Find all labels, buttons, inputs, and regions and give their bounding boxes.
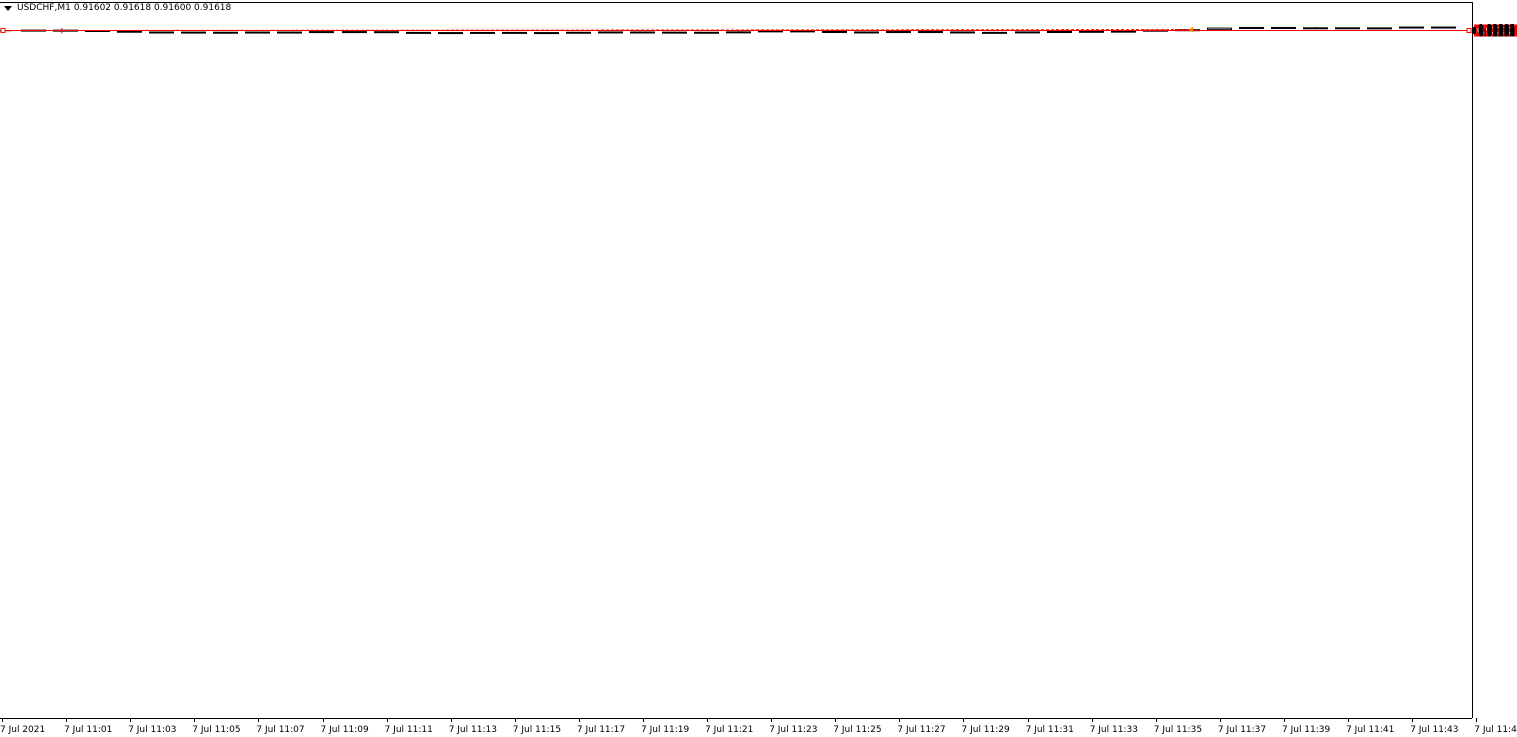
candle-body-bearish bbox=[277, 31, 302, 34]
time-tick-label: 7 Jul 11:09 bbox=[321, 725, 370, 735]
price-tick-label: 0.92345 bbox=[1478, 26, 1515, 36]
price-tick-label: 0.92315 bbox=[1478, 27, 1515, 37]
candle-body-bullish bbox=[1335, 27, 1360, 30]
candle-body-bullish bbox=[758, 30, 783, 33]
hline-price-label: 0.92332 bbox=[1477, 27, 1514, 37]
hline-right-anchor bbox=[1466, 28, 1472, 33]
dotted-trendline bbox=[60, 29, 1191, 32]
price-tick-label: 0.92285 bbox=[1478, 29, 1515, 39]
candle-body-bullish bbox=[1047, 31, 1072, 34]
candle-body-bearish bbox=[1367, 27, 1392, 30]
time-tick-label: 7 Jul 11:33 bbox=[1090, 725, 1138, 735]
candle-body-bullish bbox=[1015, 31, 1040, 34]
candle-body-bullish bbox=[1111, 30, 1136, 33]
candle-body-bearish bbox=[117, 30, 142, 33]
candle-body-bullish bbox=[598, 31, 623, 34]
candle-body-bullish bbox=[726, 31, 751, 34]
symbol-timeframe-label: USDCHF,M1 bbox=[17, 3, 71, 13]
candle-body-bearish bbox=[406, 31, 431, 34]
time-tick-label: 7 Jul 11:17 bbox=[577, 725, 625, 735]
candle-body-bullish bbox=[1399, 26, 1424, 29]
candle-body-bullish bbox=[149, 31, 174, 34]
candle-body-bearish bbox=[1431, 26, 1456, 29]
ohlc-values: 0.91602 0.91618 0.91600 0.91618 bbox=[73, 3, 232, 13]
candle-body-bullish bbox=[566, 31, 591, 34]
time-tick-label: 7 Jul 11:03 bbox=[128, 725, 176, 735]
time-tick-label: 7 Jul 11:27 bbox=[897, 725, 945, 735]
price-tick-label: 0.92325 bbox=[1478, 27, 1515, 37]
price-tick-label: 0.92275 bbox=[1478, 29, 1515, 39]
candle-body-bearish bbox=[950, 31, 975, 34]
time-tick-label: 7 Jul 11:07 bbox=[256, 725, 304, 735]
candle-body-bullish bbox=[534, 32, 559, 35]
candle-body-bullish bbox=[438, 32, 463, 35]
price-tick-label: 0.92305 bbox=[1478, 28, 1515, 38]
time-tick-label: 7 Jul 11:43 bbox=[1410, 725, 1458, 735]
candle-body-bearish bbox=[181, 31, 206, 34]
candle-body-bearish bbox=[374, 31, 399, 34]
price-tick-label: 0.92375 bbox=[1478, 25, 1515, 35]
time-tick-label: 7 Jul 11:05 bbox=[192, 725, 240, 735]
price-tick-label: 0.92295 bbox=[1478, 28, 1515, 38]
candle-body-bullish bbox=[886, 31, 911, 34]
candle-body-bullish bbox=[470, 31, 495, 34]
trendline-start-marker: + bbox=[58, 27, 66, 37]
candle-body-bearish bbox=[502, 31, 527, 34]
time-tick-label: 7 Jul 11:19 bbox=[641, 725, 690, 735]
candle-body-bullish bbox=[694, 31, 719, 34]
time-tick-label: 7 Jul 11:21 bbox=[705, 725, 753, 735]
time-tick-label: 7 Jul 11:35 bbox=[1154, 725, 1202, 735]
time-tick-label: 7 Jul 2021 bbox=[0, 725, 45, 735]
candle-body-bullish bbox=[1303, 27, 1328, 30]
time-tick-label: 7 Jul 11:29 bbox=[962, 725, 1011, 735]
time-tick-label: 7 Jul 11:31 bbox=[1026, 725, 1074, 735]
price-tick-label: 0.92255 bbox=[1478, 30, 1515, 40]
hline-left-anchor bbox=[0, 28, 6, 33]
price-tick-label: 0.92355 bbox=[1478, 26, 1515, 36]
time-tick-label: 7 Jul 11:15 bbox=[513, 725, 561, 735]
time-tick-label: 7 Jul 11:23 bbox=[769, 725, 817, 735]
candle-body-bullish bbox=[309, 31, 334, 34]
triangle-down-icon[interactable] bbox=[4, 5, 12, 11]
candle-body-bullish bbox=[245, 31, 270, 34]
candle-body-bearish bbox=[342, 31, 367, 34]
hline-price-tag bbox=[1474, 24, 1517, 37]
overlay-layer: 0.92332 + bbox=[0, 24, 1517, 37]
time-tick-label: 7 Jul 11:25 bbox=[833, 725, 881, 735]
candle-body-bullish bbox=[1079, 30, 1104, 33]
candle-body-bearish bbox=[790, 30, 815, 33]
price-tick-label: 0.92395 bbox=[1478, 24, 1515, 34]
time-tick-label: 7 Jul 11:13 bbox=[449, 725, 497, 735]
candle-body-bullish bbox=[1207, 27, 1232, 31]
time-tick-label: 7 Jul 11:01 bbox=[64, 725, 112, 735]
chart-title-bar: USDCHF,M1 0.91602 0.91618 0.91600 0.9161… bbox=[4, 3, 231, 13]
time-tick-label: 7 Jul 11:11 bbox=[385, 725, 433, 735]
price-tick-label: 0.92385 bbox=[1478, 24, 1515, 34]
time-tick-label: 7 Jul 11:41 bbox=[1346, 725, 1394, 735]
price-tick-label: 0.92405 bbox=[1478, 24, 1515, 34]
time-tick-label: 7 Jul 11:45 bbox=[1474, 725, 1517, 735]
candle-body-bearish bbox=[662, 31, 687, 34]
candle-body-bullish bbox=[854, 31, 879, 34]
trendline-end-marker bbox=[1189, 26, 1193, 33]
price-tick-label: 0.92265 bbox=[1478, 30, 1515, 40]
candle-body-bearish bbox=[1271, 26, 1296, 29]
time-tick-label: 7 Jul 11:39 bbox=[1282, 725, 1331, 735]
candle-body-bullish bbox=[1239, 26, 1264, 29]
price-tick-label: 0.92365 bbox=[1478, 25, 1515, 35]
price-tick-label: 0.92335 bbox=[1478, 27, 1515, 37]
candle-body-bearish bbox=[982, 31, 1007, 34]
candle-body-bearish bbox=[822, 30, 847, 34]
candle-body-bearish bbox=[630, 31, 655, 34]
candle-body-bearish bbox=[918, 31, 943, 34]
time-tick-label: 7 Jul 11:37 bbox=[1218, 725, 1266, 735]
candle-body-bullish bbox=[213, 31, 238, 34]
